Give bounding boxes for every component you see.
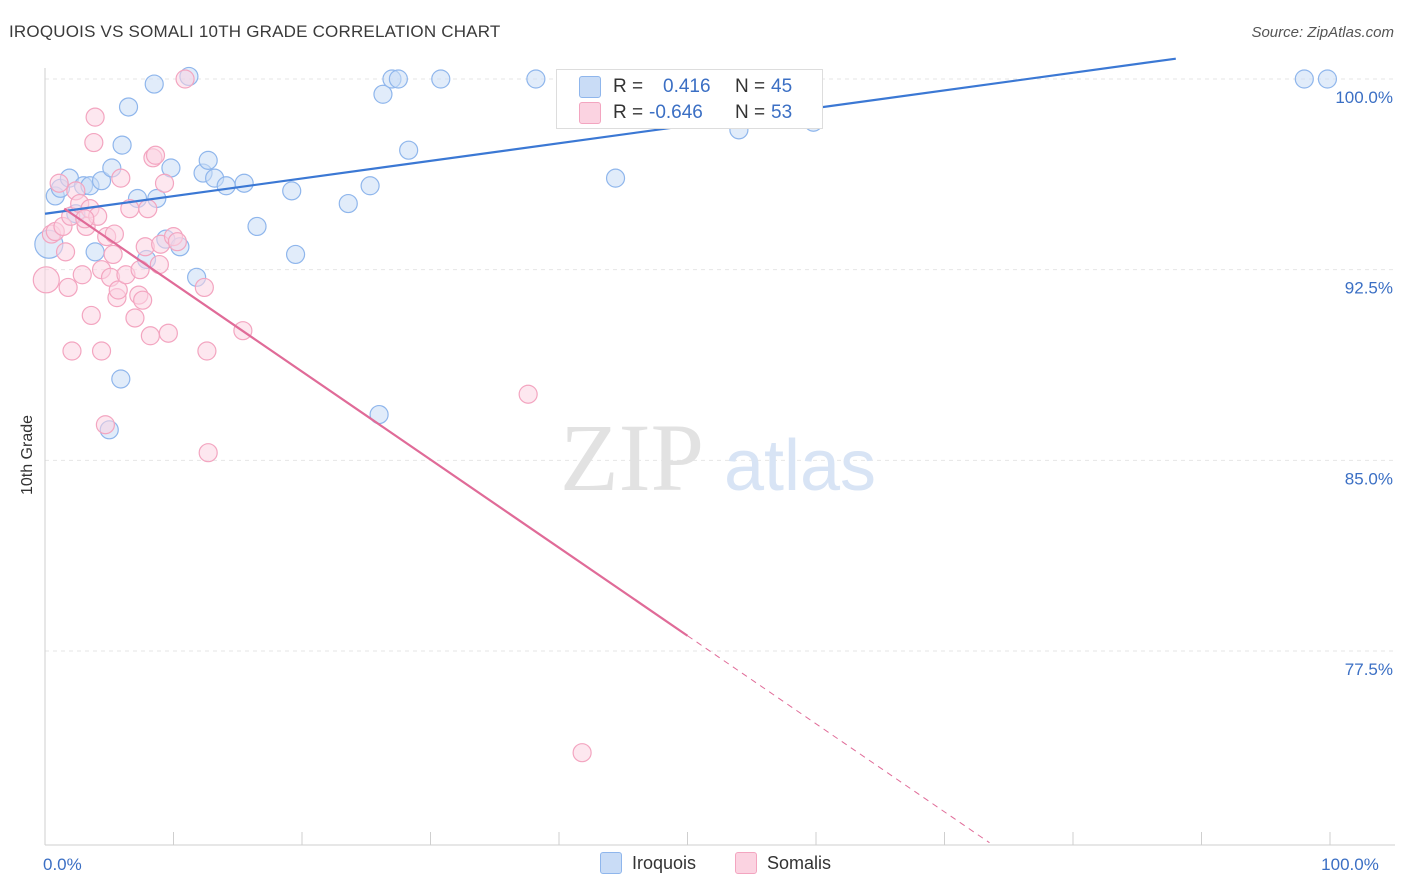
data-point <box>138 199 158 219</box>
data-point <box>175 69 195 89</box>
data-point <box>91 171 112 191</box>
r-value: -0.646 <box>649 102 703 123</box>
data-point <box>194 277 214 298</box>
r-label: R = <box>613 76 644 97</box>
data-point <box>72 265 92 285</box>
data-point <box>154 173 175 193</box>
data-point <box>338 193 358 214</box>
data-point <box>111 168 131 188</box>
source-label: Source: ZipAtlas.com <box>1251 24 1394 41</box>
data-point <box>431 69 451 89</box>
data-point <box>234 173 254 193</box>
n-value: 53 <box>771 102 793 123</box>
watermark-atlas: atlas <box>724 426 876 506</box>
watermark: ZIP atlas <box>560 404 876 511</box>
data-point <box>81 305 101 326</box>
tick-labels: 100.0% 92.5% 85.0% 77.5% 0.0% 100.0% <box>43 88 1393 874</box>
data-point <box>216 176 236 196</box>
data-point <box>247 216 267 237</box>
stats-row-somalis: R = -0.646 N = 53 <box>557 100 822 126</box>
data-point <box>130 260 150 280</box>
y-tick-label: 100.0% <box>1335 88 1393 107</box>
data-point <box>108 280 128 300</box>
data-point <box>572 743 592 763</box>
data-point <box>285 244 306 265</box>
axes <box>44 68 1395 846</box>
data-point <box>526 69 546 89</box>
legend-label: Iroquois <box>632 852 697 873</box>
data-point <box>55 242 76 262</box>
data-point <box>58 277 78 298</box>
series-somalis <box>32 69 592 763</box>
data-point <box>62 341 82 361</box>
data-point <box>605 168 626 188</box>
n-label: N = <box>735 102 766 123</box>
somalis-swatch <box>735 852 757 874</box>
data-point <box>85 107 105 127</box>
y-tick-label: 85.0% <box>1345 469 1393 488</box>
data-point <box>140 326 160 346</box>
y-tick-label: 77.5% <box>1345 660 1393 679</box>
data-point <box>399 140 419 160</box>
data-point <box>373 84 393 104</box>
data-point <box>360 176 380 196</box>
legend-item-somalis[interactable]: Somalis <box>735 852 831 874</box>
trend-line-iroquois <box>44 57 1176 215</box>
stats-legend: R = 0.416 N = 45 R = -0.646 N = 53 <box>556 69 823 129</box>
data-point <box>144 74 164 94</box>
data-point <box>1294 69 1314 89</box>
data-point <box>49 173 69 193</box>
data-point <box>104 224 124 244</box>
stats-row-iroquois: R = 0.416 N = 45 <box>557 74 822 100</box>
r-value: 0.416 <box>663 76 711 97</box>
bottom-legend: Iroquois Somalis <box>0 852 1406 878</box>
data-point <box>118 97 139 117</box>
data-point <box>388 69 408 89</box>
data-point <box>518 384 538 404</box>
data-point <box>149 254 169 275</box>
data-point <box>198 150 218 170</box>
data-point <box>1317 69 1338 89</box>
trend-lines <box>44 57 1176 844</box>
watermark-zip: ZIP <box>560 404 704 511</box>
data-point <box>158 323 178 343</box>
data-point <box>91 341 112 361</box>
data-point <box>198 443 218 463</box>
data-point <box>197 341 217 361</box>
data-point <box>125 308 145 328</box>
x-tick-label: 0.0% <box>43 855 82 874</box>
chart-title: IROQUOIS VS SOMALI 10TH GRADE CORRELATIO… <box>9 22 501 41</box>
somalis-swatch <box>579 102 601 124</box>
data-point <box>145 145 166 165</box>
trend-line-somalis <box>63 207 689 637</box>
data-point <box>112 135 132 155</box>
data-point <box>32 266 60 294</box>
data-point <box>75 209 95 229</box>
iroquois-swatch <box>579 76 601 98</box>
data-point <box>167 232 187 252</box>
data-point <box>111 369 131 389</box>
data-points <box>32 66 1338 763</box>
data-point <box>95 415 115 435</box>
data-point <box>282 181 302 201</box>
data-point <box>85 242 105 262</box>
r-label: R = <box>613 102 644 123</box>
legend-item-iroquois[interactable]: Iroquois <box>600 852 696 874</box>
data-point <box>133 290 153 310</box>
trend-extension-somalis <box>687 635 990 844</box>
legend-label: Somalis <box>767 852 832 873</box>
x-tick-label: 100.0% <box>1321 855 1379 874</box>
y-tick-label: 92.5% <box>1345 279 1393 298</box>
n-value: 45 <box>771 76 793 97</box>
data-point <box>103 244 123 265</box>
n-label: N = <box>735 76 766 97</box>
data-point <box>84 132 104 153</box>
iroquois-swatch <box>600 852 622 874</box>
gridlines <box>45 78 1395 652</box>
